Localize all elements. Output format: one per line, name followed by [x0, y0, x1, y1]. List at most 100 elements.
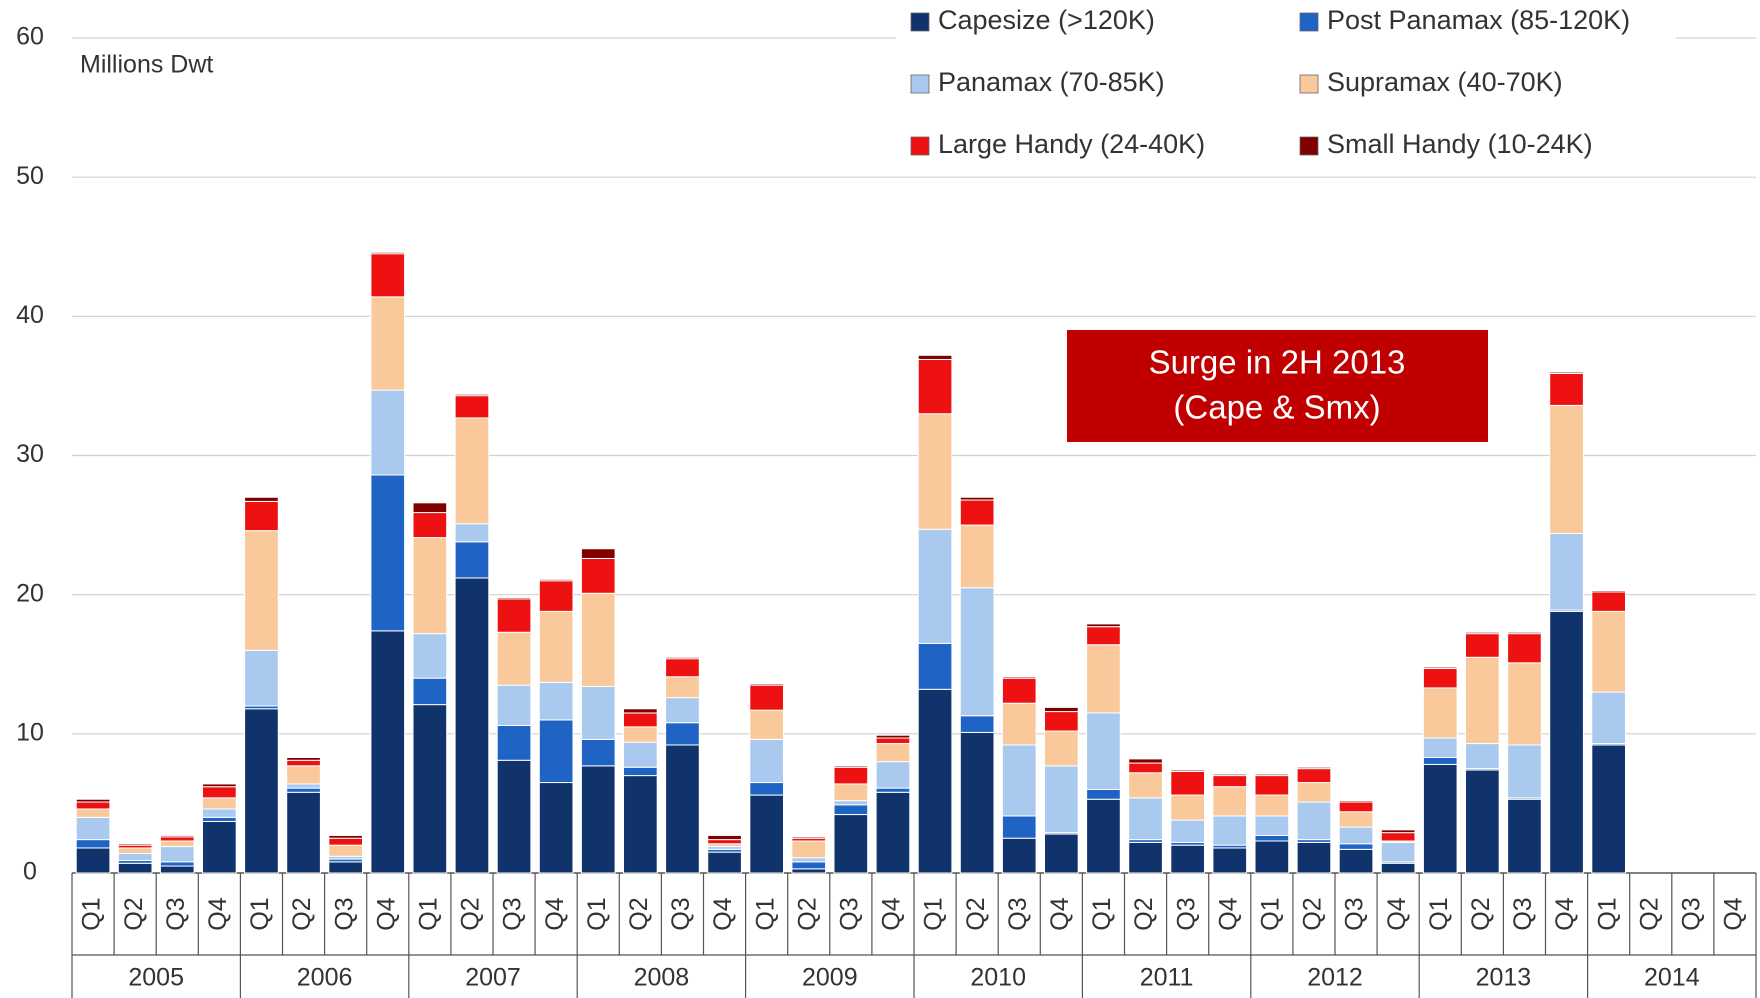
bar-segment — [328, 844, 363, 857]
bar-segment — [749, 709, 784, 740]
bar-segment — [1549, 532, 1584, 611]
bar-segment — [1465, 631, 1500, 635]
bar-segment — [1338, 801, 1374, 813]
bar-segment — [875, 787, 911, 793]
bar-segment — [1001, 744, 1037, 817]
bar-segment — [1254, 815, 1290, 836]
bar-segment — [75, 839, 111, 849]
bar-segment — [665, 658, 700, 678]
x-tick-label: Q4 — [1214, 897, 1242, 930]
y-tick-label: 40 — [16, 301, 44, 329]
bar-segment — [665, 722, 700, 746]
bar-segment — [1170, 794, 1205, 821]
bar-segment — [1170, 819, 1205, 843]
bar-segment — [159, 846, 195, 863]
bar-segment — [496, 759, 532, 874]
x-tick-label: Q3 — [1509, 897, 1537, 930]
bar-segment — [1212, 773, 1248, 777]
x-tick-label: Q3 — [835, 897, 863, 930]
x-tick-label: Q3 — [667, 897, 695, 930]
bar-segment — [1254, 834, 1290, 842]
bar-segment — [1086, 644, 1121, 714]
bar-segment — [75, 801, 111, 810]
x-tick-label: Q3 — [1172, 897, 1200, 930]
bar-segment — [1001, 676, 1037, 679]
bar-segment — [580, 738, 616, 767]
bar-segment — [959, 715, 995, 733]
bar-segment — [580, 592, 616, 688]
bar-segment — [580, 686, 616, 740]
bar-segment — [370, 253, 406, 298]
x-tick-label: Q4 — [372, 897, 400, 930]
bar-segment — [1212, 847, 1248, 874]
legend-swatch — [1299, 12, 1319, 32]
x-tick-label: Q2 — [1635, 897, 1663, 930]
bar-segment — [244, 649, 279, 707]
bar-segment — [749, 794, 784, 874]
bar-segment — [117, 843, 153, 846]
legend-label: Post Panamax (85-120K) — [1327, 5, 1630, 35]
legend-swatch — [910, 74, 930, 94]
bar-segment — [1380, 862, 1416, 874]
bar-segment — [286, 783, 321, 789]
bar-segment — [623, 712, 658, 728]
bar-segment — [328, 837, 363, 846]
bar-segment — [75, 816, 111, 841]
bar-segment — [1591, 691, 1626, 745]
bar-segment — [538, 578, 574, 582]
y-tick-label: 10 — [16, 718, 44, 746]
bar-segment — [833, 766, 869, 785]
bar-segment — [917, 354, 953, 360]
bar-segment — [1338, 811, 1374, 828]
bar-segment — [707, 839, 742, 845]
bar-segment — [665, 656, 700, 660]
bar-segment — [159, 865, 195, 874]
bar-segment — [1422, 687, 1458, 739]
x-tick-label: Q2 — [793, 897, 821, 930]
bar-segment — [917, 642, 953, 690]
bar-segment — [1380, 829, 1416, 834]
legend-label: Supramax (40-70K) — [1327, 67, 1563, 97]
bar-segment — [623, 708, 658, 714]
bar-segment — [538, 782, 574, 874]
bar-segment — [1465, 743, 1500, 770]
bar-segment — [159, 861, 195, 867]
bar-segment — [1507, 744, 1542, 799]
annotation-text: (Cape & Smx) — [1173, 389, 1380, 426]
bar-segment — [1507, 631, 1542, 635]
x-tick-label: Q1 — [246, 897, 274, 930]
bar-segment — [1170, 844, 1205, 874]
bar-segment — [623, 726, 658, 743]
bar-segment — [917, 688, 953, 874]
bar-segment — [875, 791, 911, 874]
bar-segment — [1254, 794, 1290, 817]
year-label: 2005 — [128, 964, 184, 992]
bar-segment — [833, 804, 869, 816]
bar-segment — [791, 861, 827, 870]
bar-segment — [370, 251, 406, 255]
bar-segment — [1549, 372, 1584, 406]
bar-segment — [833, 765, 869, 768]
y-tick-label: 50 — [16, 162, 44, 190]
x-tick-label: Q2 — [962, 897, 990, 930]
bar-segment — [412, 502, 448, 514]
bar-segment — [1591, 589, 1626, 593]
bar-segment — [1422, 666, 1458, 669]
bar-segment — [1044, 833, 1079, 874]
bar-segment — [1296, 782, 1332, 803]
bar-segment — [1086, 623, 1121, 628]
bar-segment — [75, 847, 111, 874]
bar-segment — [1170, 770, 1205, 796]
x-tick-label: Q1 — [751, 897, 779, 930]
bar-segment — [202, 797, 237, 810]
bar-segment — [412, 677, 448, 706]
x-tick-label: Q2 — [457, 897, 485, 930]
bar-segment — [1086, 626, 1121, 646]
bar-segment — [1212, 815, 1248, 846]
x-tick-label: Q3 — [499, 897, 527, 930]
bar-segment — [1338, 843, 1374, 850]
legend-label: Small Handy (10-24K) — [1327, 129, 1593, 159]
bar-segment — [202, 786, 237, 799]
bar-segment — [454, 393, 490, 397]
bar-segment — [959, 731, 995, 874]
